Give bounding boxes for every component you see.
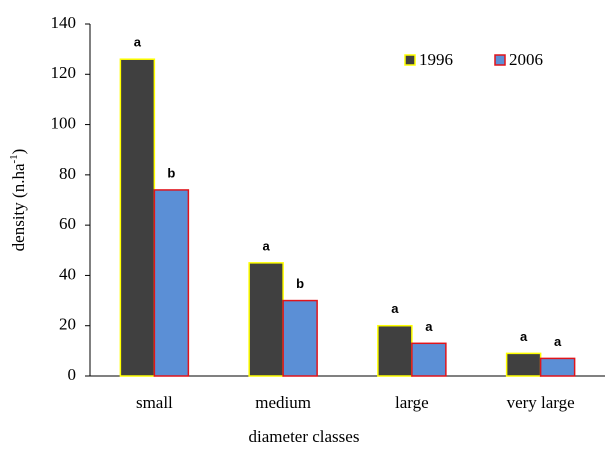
significance-letter: b — [167, 165, 175, 180]
legend-label: 1996 — [419, 50, 453, 69]
bar — [119, 58, 156, 377]
significance-letter: b — [296, 276, 304, 291]
bar — [505, 352, 542, 377]
y-tick-label: 20 — [59, 315, 76, 334]
y-axis-label: density (n.ha-1) — [8, 149, 28, 252]
bar — [153, 189, 190, 377]
legend-swatch — [494, 54, 506, 66]
y-label-sup: -1 — [8, 154, 20, 163]
bar — [248, 262, 284, 377]
x-tick-label: medium — [255, 393, 311, 412]
significance-letter: a — [520, 329, 528, 344]
y-tick-label: 0 — [68, 365, 77, 384]
significance-letter: a — [134, 35, 142, 50]
y-label-text: density (n.ha — [9, 163, 28, 251]
y-tick-label: 80 — [59, 164, 76, 183]
significance-letter: a — [391, 301, 399, 316]
bar — [377, 324, 413, 377]
y-tick-label: 60 — [59, 214, 76, 233]
x-tick-label: large — [395, 393, 429, 412]
y-label-end: ) — [9, 149, 28, 155]
x-axis-label: diameter classes — [249, 427, 360, 446]
x-tick-label: very large — [507, 393, 575, 412]
y-tick-label: 40 — [59, 264, 76, 283]
y-tick-label: 140 — [51, 13, 77, 32]
y-tick-label: 120 — [51, 63, 77, 82]
significance-letter: a — [425, 319, 433, 334]
bar — [411, 342, 447, 377]
significance-letter: a — [263, 238, 271, 253]
y-tick-label: 100 — [51, 113, 77, 132]
legend-label: 2006 — [509, 50, 543, 69]
bar — [539, 357, 576, 377]
bar — [282, 299, 318, 377]
significance-letter: a — [554, 334, 562, 349]
x-tick-label: small — [136, 393, 173, 412]
legend-swatch — [404, 54, 416, 66]
